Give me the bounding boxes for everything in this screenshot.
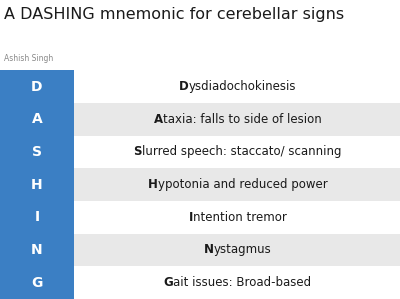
Bar (74, 103, 400, 136)
Text: H: H (31, 178, 43, 192)
Text: ystagmus: ystagmus (214, 243, 272, 257)
Text: ntention tremor: ntention tremor (193, 211, 287, 224)
Text: ysdiadochokinesis: ysdiadochokinesis (188, 80, 296, 93)
Text: D: D (179, 80, 188, 93)
Text: H: H (148, 178, 158, 191)
Bar (74, 234, 400, 266)
Text: ait issues: Broad-based: ait issues: Broad-based (173, 276, 311, 289)
Bar (0, 70, 74, 103)
Bar (0, 201, 74, 234)
Text: A DASHING mnemonic for cerebellar signs: A DASHING mnemonic for cerebellar signs (4, 7, 344, 22)
Text: G: G (31, 276, 43, 290)
Text: G: G (163, 276, 173, 289)
Text: S: S (32, 145, 42, 159)
Bar (74, 266, 400, 299)
Bar (0, 103, 74, 136)
Text: A: A (154, 113, 163, 126)
Text: taxia: falls to side of lesion: taxia: falls to side of lesion (163, 113, 322, 126)
Text: D: D (31, 80, 43, 94)
Text: I: I (188, 211, 193, 224)
Bar (74, 168, 400, 201)
Bar (0, 136, 74, 168)
Text: S: S (134, 145, 142, 158)
Text: N: N (31, 243, 43, 257)
Text: lurred speech: staccato/ scanning: lurred speech: staccato/ scanning (142, 145, 342, 158)
Bar (0, 266, 74, 299)
Text: ypotonia and reduced power: ypotonia and reduced power (158, 178, 327, 191)
Bar (74, 70, 400, 103)
Bar (0, 234, 74, 266)
Text: N: N (204, 243, 214, 257)
Bar (74, 201, 400, 234)
Text: Ashish Singh: Ashish Singh (4, 54, 53, 63)
Bar (0, 168, 74, 201)
Text: I: I (34, 210, 40, 224)
Bar (74, 136, 400, 168)
Text: A: A (32, 112, 42, 126)
